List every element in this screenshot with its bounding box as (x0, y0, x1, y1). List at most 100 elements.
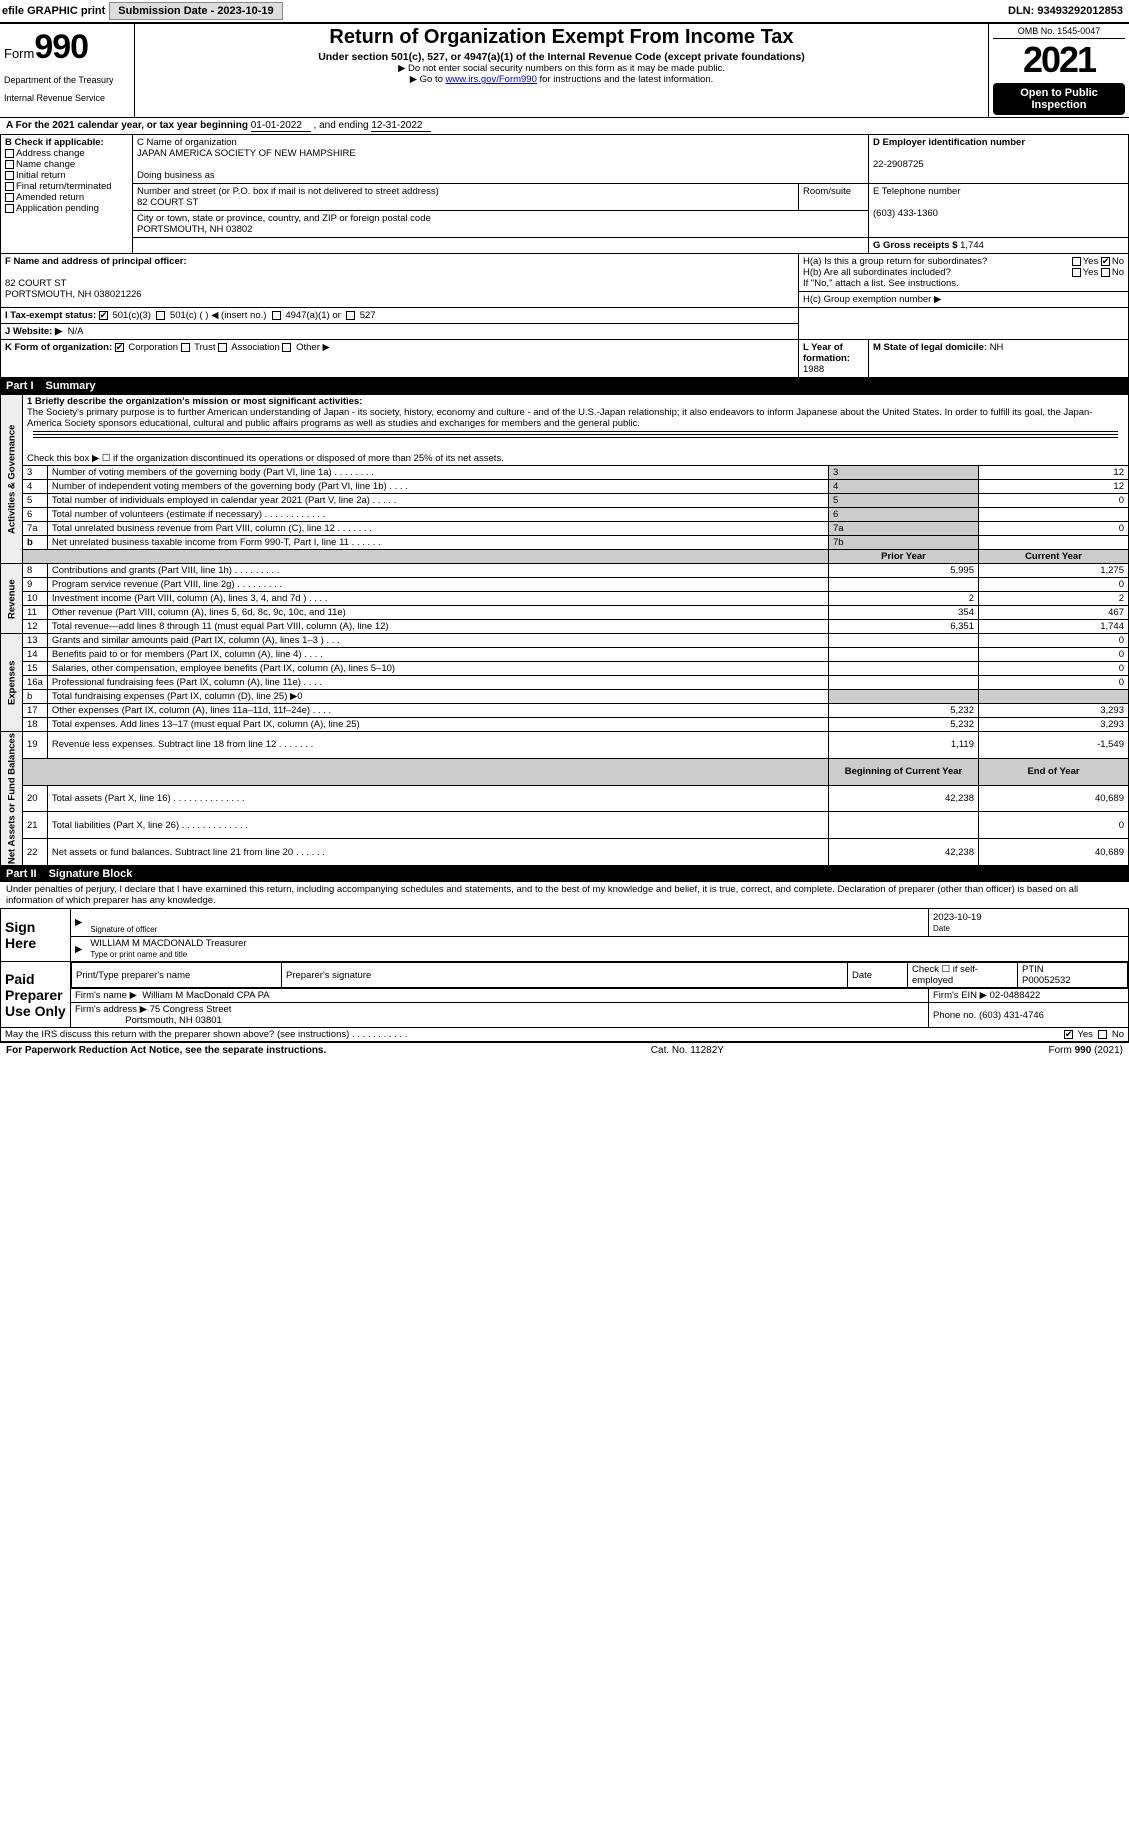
dba-label: Doing business as (137, 170, 215, 181)
na-t22: Net assets or fund balances. Subtract li… (47, 839, 828, 866)
k-corp: Corporation (128, 342, 178, 353)
pp-sig-h: Preparer's signature (286, 970, 371, 981)
chk-ha-yes[interactable] (1072, 257, 1081, 266)
exp-cy19: -1,549 (979, 732, 1129, 759)
chk-trust[interactable] (181, 343, 190, 352)
chk-final-return[interactable] (5, 182, 14, 191)
dept-treasury: Department of the Treasury (4, 75, 130, 85)
exp-n13: 13 (23, 634, 48, 648)
chk-ha-no[interactable] (1101, 257, 1110, 266)
exp-t14: Benefits paid to or for members (Part IX… (47, 648, 828, 662)
rev-n8: 8 (23, 564, 48, 578)
chk-corp[interactable] (115, 343, 124, 352)
exp-n14: 14 (23, 648, 48, 662)
h-c-label: H(c) Group exemption number ▶ (803, 294, 941, 305)
ag-n5: 5 (23, 494, 48, 508)
exp-cy17: 3,293 (979, 704, 1129, 718)
chk-other[interactable] (282, 343, 291, 352)
firm-addr-l: Firm's address ▶ (75, 1004, 147, 1015)
may-no: No (1112, 1029, 1124, 1040)
exp-t15: Salaries, other compensation, employee b… (47, 662, 828, 676)
exp-n16b: b (23, 690, 48, 704)
submission-date-button[interactable]: Submission Date - 2023-10-19 (109, 2, 282, 20)
firm-phone: (603) 431-4746 (979, 1010, 1044, 1021)
exp-t13: Grants and similar amounts paid (Part IX… (47, 634, 828, 648)
chk-may-no[interactable] (1098, 1030, 1107, 1039)
tax-year: 2021 (993, 39, 1125, 81)
exp-n17: 17 (23, 704, 48, 718)
otp-line1: Open to Public (1020, 87, 1098, 99)
part-1-label: Part I (6, 380, 34, 392)
ag-t3: Number of voting members of the governin… (47, 466, 828, 480)
chk-amended[interactable] (5, 193, 14, 202)
form-subtitle-3: ▶ Go to www.irs.gov/Form990 for instruct… (139, 74, 984, 85)
ag-n7a: 7a (23, 522, 48, 536)
chk-527[interactable] (346, 311, 355, 320)
instructions-link[interactable]: www.irs.gov/Form990 (446, 74, 537, 85)
ha-no: No (1112, 256, 1124, 267)
box-d-label: D Employer identification number (873, 137, 1025, 148)
room-label: Room/suite (803, 186, 851, 197)
chk-name-change[interactable] (5, 160, 14, 169)
declaration-text: Under penalties of perjury, I declare th… (0, 882, 1129, 908)
otp-line2: Inspection (1031, 99, 1086, 111)
part-2-title: Signature Block (49, 868, 133, 880)
chk-4947[interactable] (272, 311, 281, 320)
lbl-address-change: Address change (16, 148, 85, 159)
form-label-small: Form (4, 46, 34, 61)
website-value: N/A (68, 326, 84, 337)
cal-begin: 01-01-2022 (251, 120, 311, 132)
firm-name: William M MacDonald CPA PA (142, 990, 269, 1001)
form-title: Return of Organization Exempt From Incom… (139, 26, 984, 49)
na-n21: 21 (23, 812, 48, 839)
exp-n15: 15 (23, 662, 48, 676)
pp-check: Check ☐ if self-employed (912, 964, 978, 986)
chk-501c[interactable] (156, 311, 165, 320)
box-i-label: I Tax-exempt status: (5, 310, 96, 321)
exp-py14 (829, 648, 979, 662)
ag-c7a: 7a (829, 522, 979, 536)
chk-may-yes[interactable] (1064, 1030, 1073, 1039)
exp-py13 (829, 634, 979, 648)
chk-501c3[interactable] (99, 311, 108, 320)
lbl-initial-return: Initial return (16, 170, 66, 181)
ag-v7a: 0 (979, 522, 1129, 536)
omb-number: OMB No. 1545-0047 (993, 26, 1125, 39)
i-527: 527 (360, 310, 376, 321)
pp-name-h: Print/Type preparer's name (76, 970, 190, 981)
exp-py17: 5,232 (829, 704, 979, 718)
rev-t8: Contributions and grants (Part VIII, lin… (47, 564, 828, 578)
box-c-label: C Name of organization (137, 137, 237, 148)
na-hdr-py: Beginning of Current Year (845, 766, 963, 777)
ag-c4: 4 (829, 480, 979, 494)
chk-assoc[interactable] (218, 343, 227, 352)
rev-t10: Investment income (Part VIII, column (A)… (47, 592, 828, 606)
dept-irs: Internal Revenue Service (4, 93, 130, 103)
hdr-current-year: Current Year (1025, 551, 1082, 562)
box-l-label: L Year of formation: (803, 342, 850, 364)
exp-t19: Revenue less expenses. Subtract line 18 … (47, 732, 828, 759)
mission-label: 1 Briefly describe the organization's mi… (27, 396, 362, 407)
chk-app-pending[interactable] (5, 204, 14, 213)
na-py20: 42,238 (829, 785, 979, 812)
firm-ein-l: Firm's EIN ▶ (933, 990, 987, 1001)
officer-name: WILLIAM M MACDONALD Treasurer (90, 938, 246, 949)
chk-address-change[interactable] (5, 149, 14, 158)
sign-here-label: Sign Here (1, 909, 71, 962)
addr-label: Number and street (or P.O. box if mail i… (137, 186, 439, 197)
h-a-label: H(a) Is this a group return for subordin… (803, 256, 987, 267)
chk-hb-yes[interactable] (1072, 268, 1081, 277)
officer-addr1: 82 COURT ST (5, 278, 66, 289)
chk-initial-return[interactable] (5, 171, 14, 180)
ag-t7b: Net unrelated business taxable income fr… (47, 536, 828, 550)
year-formation: 1988 (803, 364, 824, 375)
chk-hb-no[interactable] (1101, 268, 1110, 277)
ag-t5: Total number of individuals employed in … (47, 494, 828, 508)
k-trust: Trust (194, 342, 215, 353)
k-assoc: Association (231, 342, 280, 353)
exp-cy15: 0 (979, 662, 1129, 676)
rev-cy8: 1,275 (979, 564, 1129, 578)
i-501c3: 501(c)(3) (112, 310, 151, 321)
firm-name-l: Firm's name ▶ (75, 990, 137, 1001)
lbl-app-pending: Application pending (16, 203, 99, 214)
